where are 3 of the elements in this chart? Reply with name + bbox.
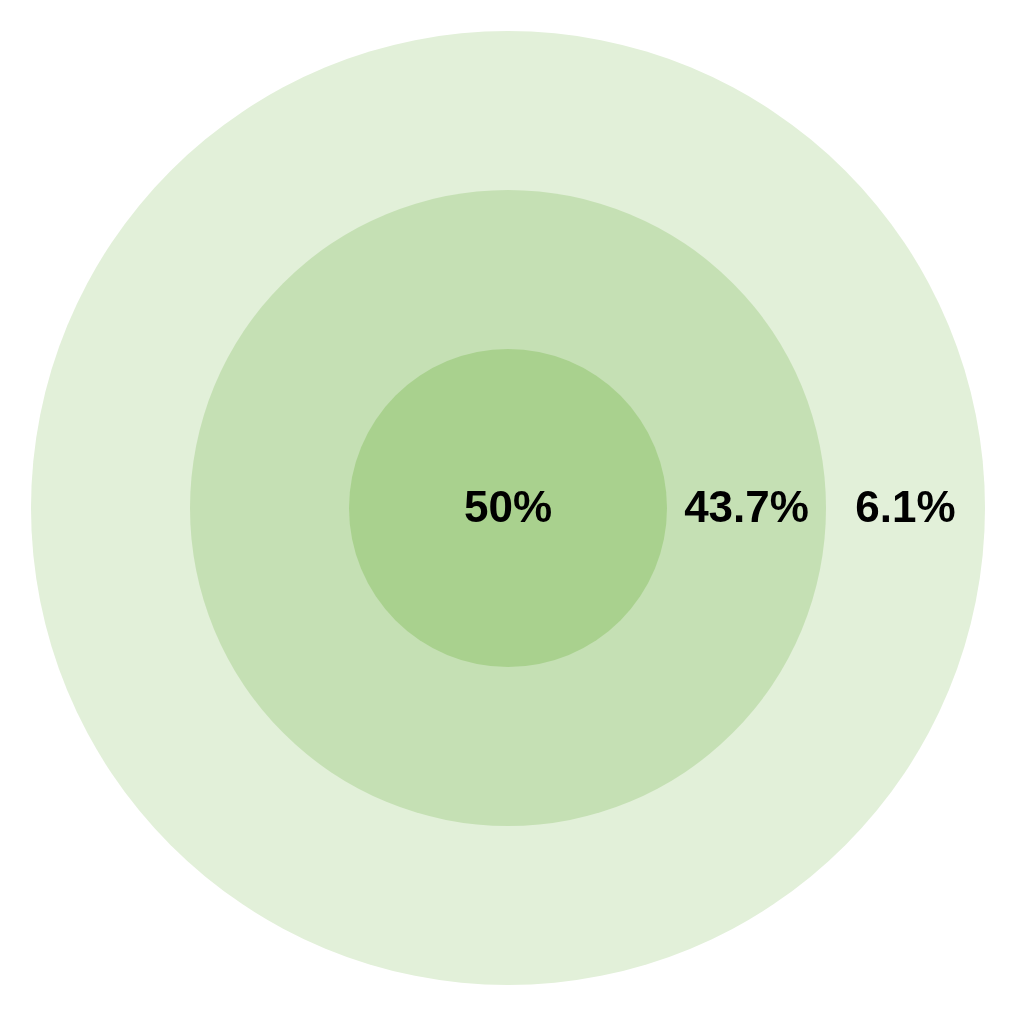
data-label: 43.7%: [684, 482, 809, 532]
data-label: 50%: [463, 482, 553, 532]
data-label: 6.1%: [855, 482, 956, 532]
